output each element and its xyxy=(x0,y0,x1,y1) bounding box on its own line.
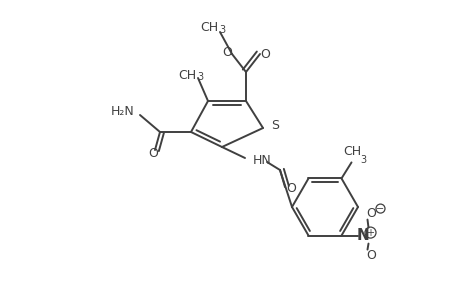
Text: O: O xyxy=(366,207,375,220)
Text: −: − xyxy=(375,204,384,214)
Text: 3: 3 xyxy=(218,25,224,35)
Text: O: O xyxy=(259,47,269,61)
Text: 3: 3 xyxy=(196,72,203,82)
Text: 3: 3 xyxy=(360,155,366,165)
Text: CH: CH xyxy=(200,20,218,34)
Text: CH: CH xyxy=(178,68,196,82)
Text: O: O xyxy=(222,46,231,59)
Text: CH: CH xyxy=(343,146,361,158)
Text: O: O xyxy=(285,182,295,196)
Text: S: S xyxy=(270,118,279,131)
Text: O: O xyxy=(366,249,375,262)
Text: HN: HN xyxy=(252,154,271,166)
Text: O: O xyxy=(148,146,157,160)
Text: +: + xyxy=(366,228,374,238)
Text: H₂N: H₂N xyxy=(111,104,134,118)
Text: N: N xyxy=(356,228,369,243)
